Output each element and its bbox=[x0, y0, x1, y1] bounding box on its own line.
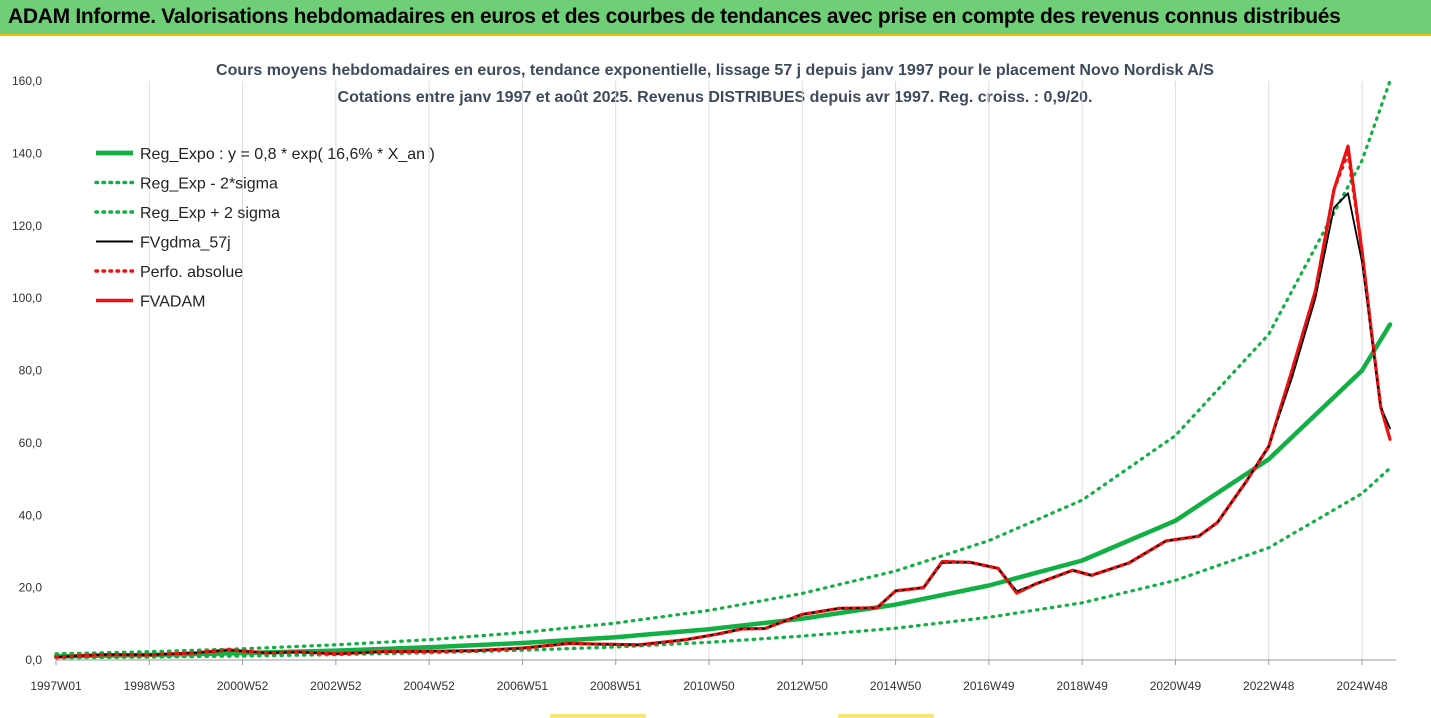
x-tick-label: 2002W52 bbox=[310, 679, 362, 693]
x-tick-label: 2012W50 bbox=[777, 679, 829, 693]
y-tick-label: 60,0 bbox=[19, 436, 43, 450]
legend-label: Reg_Exp - 2*sigma bbox=[140, 176, 278, 193]
x-tick-label: 2018W49 bbox=[1056, 679, 1108, 693]
x-tick-label: 2014W50 bbox=[870, 679, 922, 693]
legend-label: Perfo. absolue bbox=[140, 264, 243, 281]
footer-accent-left bbox=[550, 714, 646, 718]
x-tick-label: 2016W49 bbox=[963, 679, 1015, 693]
x-tick-label: 1997W01 bbox=[30, 679, 82, 693]
legend-label: FVgdma_57j bbox=[140, 235, 231, 252]
chart-area: Cours moyens hebdomadaires en euros, ten… bbox=[0, 36, 1431, 714]
y-tick-label: 80,0 bbox=[19, 364, 43, 378]
header-banner: ADAM Informe. Valorisations hebdomadaire… bbox=[0, 0, 1431, 36]
axes: 1997W01 1998W53 2000W52 2002W52 2004W52 2006W… bbox=[12, 74, 1396, 693]
chart-subtitle: Cotations entre janv 1997 et août 2025. … bbox=[338, 89, 1093, 106]
gridlines bbox=[148, 81, 1363, 660]
chart-title: Cours moyens hebdomadaires en euros, ten… bbox=[216, 62, 1214, 79]
x-tick-label: 2022W48 bbox=[1243, 679, 1295, 693]
series-line-3 bbox=[54, 79, 1392, 656]
series-line-2 bbox=[54, 466, 1392, 660]
y-tick-label: 100,0 bbox=[12, 291, 42, 305]
banner-title: ADAM Informe. Valorisations hebdomadaire… bbox=[8, 5, 1341, 28]
y-tick-label: 20,0 bbox=[19, 581, 43, 595]
y-tick-label: 140,0 bbox=[12, 146, 42, 160]
y-tick-label: 160,0 bbox=[12, 74, 42, 88]
legend-label: Reg_Exp + 2 sigma bbox=[140, 205, 280, 222]
x-tick-label: 1998W53 bbox=[124, 679, 176, 693]
x-tick-label: 2004W52 bbox=[403, 679, 455, 693]
x-tick-label: 2020W49 bbox=[1150, 679, 1202, 693]
series-lines bbox=[53, 79, 1393, 660]
legend-label: Reg_Expo : y = 0,8 * exp( 16,6% * X_an ) bbox=[140, 146, 435, 163]
x-tick-label: 2010W50 bbox=[683, 679, 735, 693]
x-tick-label: 2008W51 bbox=[590, 679, 642, 693]
legend: Reg_Expo : y = 0,8 * exp( 16,6% * X_an )… bbox=[94, 146, 435, 311]
legend-label: FVADAM bbox=[140, 294, 205, 311]
x-tick-label: 2000W52 bbox=[217, 679, 269, 693]
y-tick-label: 0,0 bbox=[25, 653, 42, 667]
chart-background bbox=[0, 36, 1431, 714]
y-tick-label: 40,0 bbox=[19, 508, 43, 522]
footer-accent-right bbox=[838, 714, 934, 718]
x-tick-label: 2006W51 bbox=[497, 679, 549, 693]
y-tick-label: 120,0 bbox=[12, 219, 42, 233]
x-tick-label: 2024W48 bbox=[1336, 679, 1388, 693]
